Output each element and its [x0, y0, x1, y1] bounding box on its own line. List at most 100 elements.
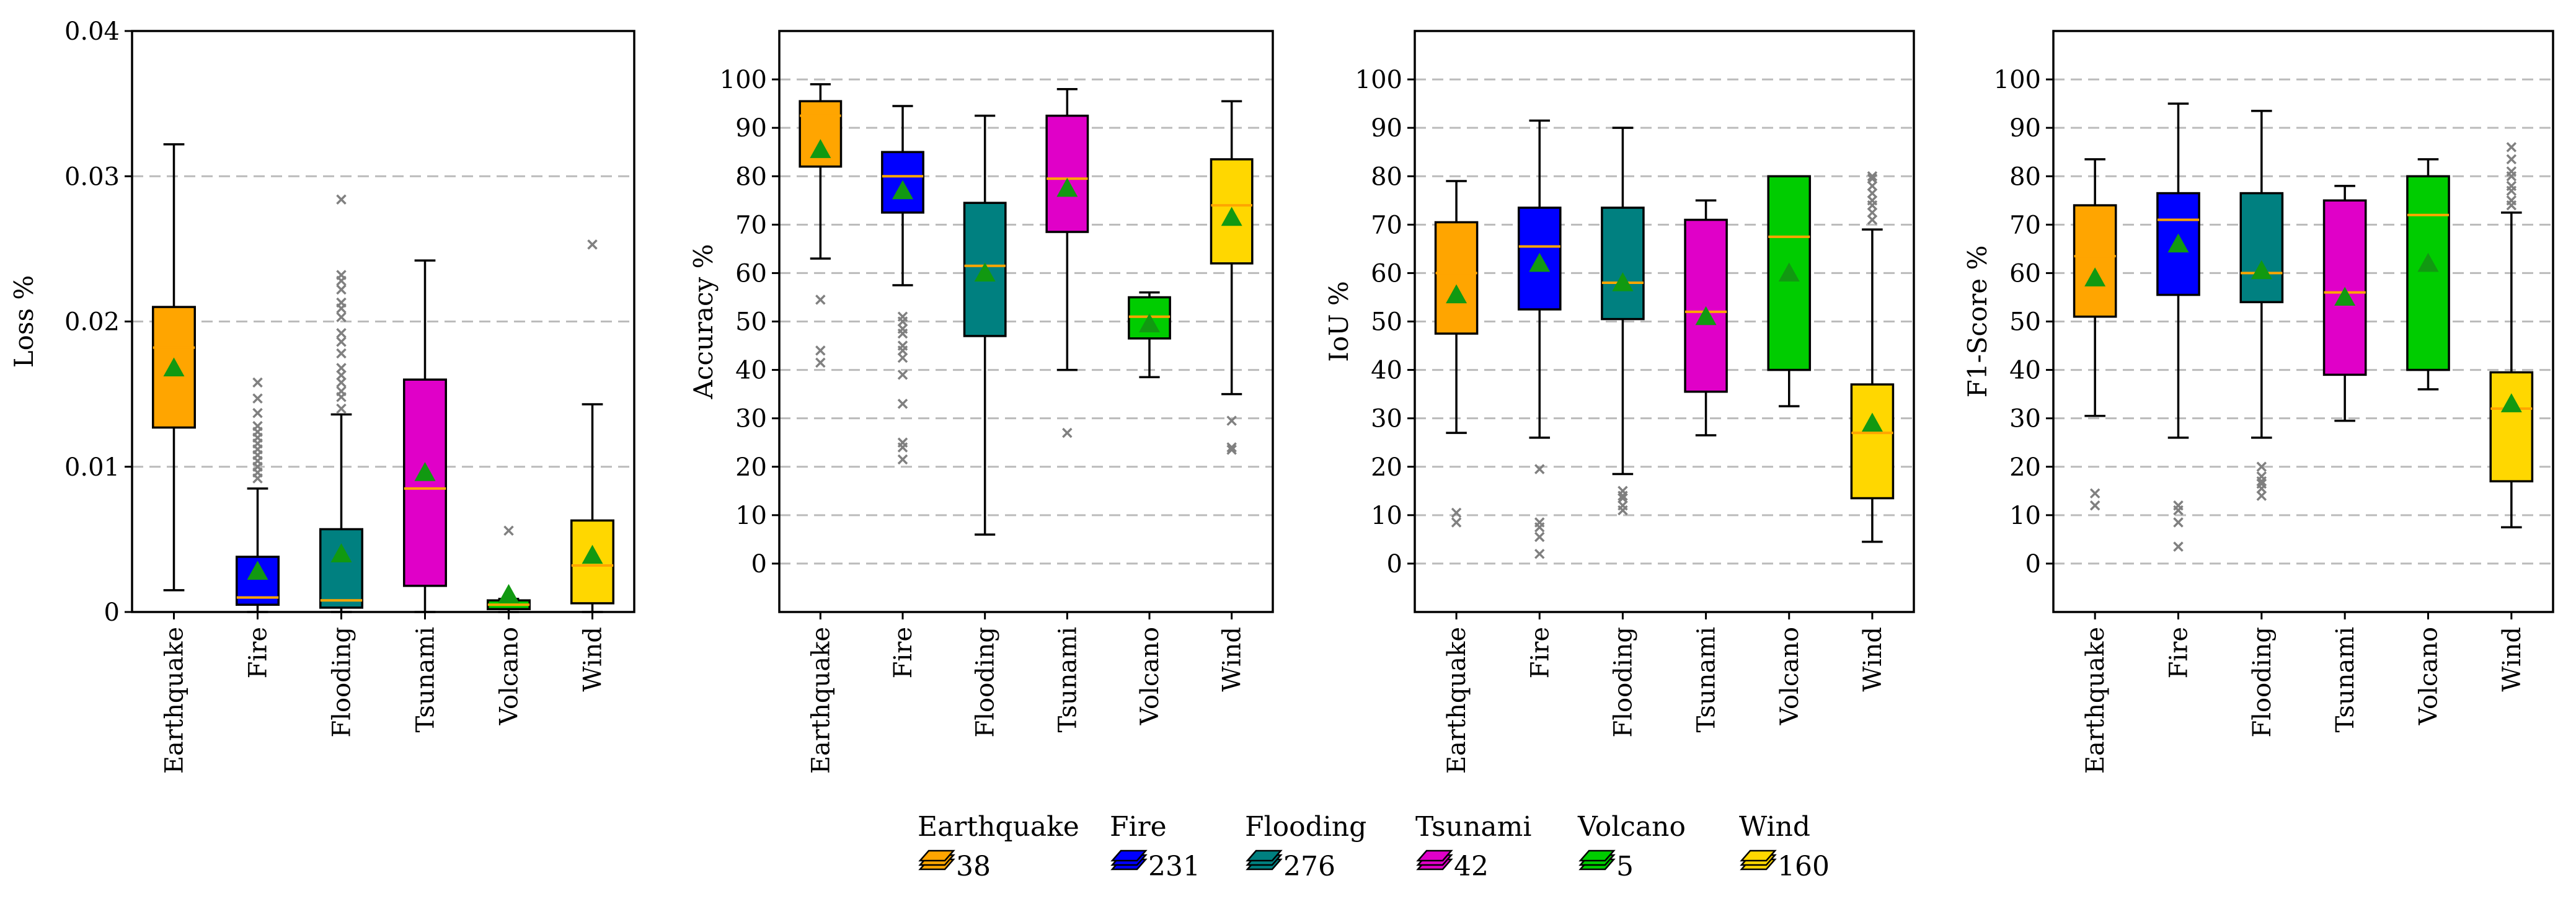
x-tick-label: Flooding: [2248, 627, 2277, 737]
y-tick-label: 0.01: [64, 453, 120, 482]
outlier-point: [2089, 488, 2100, 499]
mean-marker: [2251, 260, 2272, 280]
y-tick-label: 80: [1371, 162, 1402, 191]
x-tick-label: Tsunami: [1693, 627, 1721, 732]
x-tick-label: Fire: [2165, 627, 2193, 678]
y-tick-label: 100: [1355, 66, 1402, 94]
outlier-point: [336, 337, 347, 347]
mean-marker: [1446, 284, 1467, 304]
box-wind: [1850, 171, 1895, 543]
y-tick-label: 20: [735, 453, 767, 482]
box-iqr: [1850, 383, 1895, 500]
box-wind: [1210, 100, 1254, 455]
x-tick-label: Earthquake: [2081, 627, 2110, 774]
outlier-point: [897, 437, 908, 448]
x-tick-label: Earthquake: [161, 627, 189, 774]
box-iqr: [2239, 192, 2284, 304]
y-tick-label: 10: [735, 502, 767, 530]
y-tick-label: 0.03: [64, 162, 120, 191]
outlier-point: [2256, 471, 2267, 482]
box-iqr: [152, 306, 196, 429]
x-tick-label: Flooding: [1609, 627, 1637, 737]
y-tick-label: 90: [2009, 114, 2041, 143]
legend-item-wind: Wind 160: [1739, 811, 1830, 882]
outlier-point: [815, 295, 826, 305]
mean-marker: [2500, 393, 2522, 412]
box-earthquake: [1434, 180, 1479, 528]
y-tick-label: 40: [1371, 357, 1402, 385]
box-iqr: [2489, 371, 2534, 482]
x-tick-label: Fire: [244, 627, 273, 678]
outlier-point: [1451, 517, 1462, 528]
chart-panel-4: 0 10 20 30 40 50 60 70 80 90 100 Earthquake Fire Floo…: [1962, 30, 2554, 774]
y-tick-label: 20: [2009, 453, 2041, 482]
x-tick-label: Wind: [2498, 627, 2526, 692]
x-tick-label: Wind: [1218, 627, 1247, 692]
mean-marker: [974, 262, 996, 282]
box-earthquake: [2073, 158, 2117, 511]
mean-marker: [810, 139, 831, 158]
outlier-point: [897, 370, 908, 380]
y-tick-label: 90: [1371, 114, 1402, 143]
outlier-point: [1226, 415, 1237, 426]
legend-item-tsunami: Tsunami 42: [1415, 811, 1531, 882]
mean-marker: [2084, 267, 2106, 286]
y-tick-label: 50: [1371, 308, 1402, 337]
outlier-point: [336, 194, 347, 205]
outlier-point: [252, 407, 263, 419]
x-tick-label: Fire: [889, 627, 918, 678]
layers-icon: [1416, 849, 1453, 871]
outlier-point: [2173, 517, 2184, 528]
x-tick-label: Tsunami: [1053, 627, 1082, 732]
box-volcano: [2406, 158, 2450, 391]
chart-panel-3: 0 10 20 30 40 50 60 70 80 90 100 Earthquake Fire Floo…: [1324, 30, 1915, 774]
x-tick-label: Volcano: [1136, 627, 1164, 725]
outlier-point: [2506, 195, 2517, 206]
mean-marker: [582, 544, 603, 564]
x-tick-label: Volcano: [495, 627, 524, 725]
y-tick-label: 60: [735, 259, 767, 288]
mean-marker: [892, 180, 913, 200]
outlier-point: [252, 420, 263, 432]
y-tick-label: 30: [735, 405, 767, 433]
outlier-point: [2506, 142, 2517, 153]
y-tick-label: 90: [735, 114, 767, 143]
y-tick-label: 30: [1371, 405, 1402, 433]
y-tick-label: 0: [1387, 550, 1402, 579]
x-tick-label: Tsunami: [2331, 627, 2360, 732]
outlier-point: [897, 311, 908, 322]
mean-marker: [163, 357, 185, 377]
outlier-point: [336, 348, 347, 359]
y-axis-title: IoU %: [1324, 281, 1354, 362]
x-tick-label: Volcano: [2415, 627, 2443, 725]
box-earthquake: [152, 143, 196, 592]
y-tick-label: 50: [735, 308, 767, 337]
outlier-point: [2506, 180, 2517, 192]
outlier-point: [2506, 154, 2517, 165]
mean-marker: [498, 583, 520, 603]
y-tick-label: 40: [2009, 357, 2041, 385]
legend-item-fire: Fire 231: [1110, 811, 1200, 882]
box-iqr: [2406, 175, 2450, 371]
box-iqr: [403, 378, 447, 587]
outlier-point: [897, 340, 908, 351]
box-flooding: [963, 114, 1007, 536]
layers-icon: [1246, 849, 1283, 871]
legend-label: Tsunami: [1415, 811, 1531, 843]
mean-marker: [330, 543, 352, 562]
box-iqr: [1601, 206, 1645, 321]
outlier-point: [897, 399, 908, 409]
mean-marker: [1139, 313, 1160, 333]
box-fire: [1517, 119, 1562, 559]
box-tsunami: [1045, 87, 1089, 438]
box-iqr: [319, 528, 363, 609]
x-tick-label: Fire: [1526, 627, 1554, 678]
outlier-point: [897, 454, 908, 465]
layers-icon: [1110, 849, 1148, 871]
y-tick-label: 40: [735, 357, 767, 385]
outlier-point: [815, 357, 826, 368]
y-tick-label: 70: [735, 211, 767, 239]
box-fire: [236, 377, 280, 613]
mean-marker: [2417, 252, 2439, 272]
box-iqr: [1434, 221, 1479, 335]
